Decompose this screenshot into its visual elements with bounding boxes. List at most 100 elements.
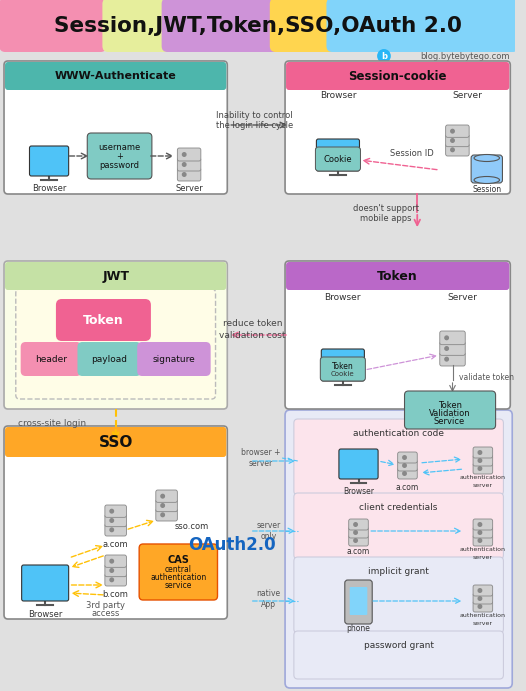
- FancyBboxPatch shape: [294, 631, 503, 679]
- Text: Server: Server: [175, 184, 203, 193]
- Circle shape: [182, 152, 187, 157]
- Text: a.com: a.com: [103, 540, 128, 549]
- FancyBboxPatch shape: [440, 331, 465, 345]
- FancyBboxPatch shape: [473, 455, 493, 466]
- FancyBboxPatch shape: [1, 0, 514, 50]
- FancyBboxPatch shape: [16, 289, 216, 399]
- Text: server: server: [473, 555, 493, 560]
- FancyBboxPatch shape: [56, 299, 151, 341]
- FancyBboxPatch shape: [349, 535, 368, 546]
- Circle shape: [444, 335, 449, 341]
- Text: Validation: Validation: [429, 408, 470, 417]
- Bar: [8, 76, 224, 87]
- Text: implicit grant: implicit grant: [368, 567, 429, 576]
- Circle shape: [353, 538, 358, 543]
- Text: Token: Token: [83, 314, 123, 327]
- Circle shape: [450, 129, 455, 133]
- Text: Browser: Browser: [28, 610, 63, 619]
- FancyBboxPatch shape: [440, 341, 465, 355]
- FancyBboxPatch shape: [446, 144, 469, 156]
- Text: CAS: CAS: [167, 555, 189, 565]
- Text: authentication: authentication: [460, 475, 506, 480]
- FancyBboxPatch shape: [105, 565, 126, 577]
- FancyBboxPatch shape: [5, 62, 226, 90]
- FancyBboxPatch shape: [105, 574, 126, 586]
- FancyBboxPatch shape: [87, 133, 152, 179]
- Text: a.com: a.com: [396, 483, 419, 492]
- FancyBboxPatch shape: [398, 460, 417, 471]
- FancyBboxPatch shape: [404, 391, 495, 429]
- FancyBboxPatch shape: [285, 410, 512, 688]
- FancyBboxPatch shape: [473, 447, 493, 458]
- FancyBboxPatch shape: [77, 342, 141, 376]
- FancyBboxPatch shape: [22, 565, 69, 601]
- Text: sso.com: sso.com: [175, 522, 209, 531]
- FancyBboxPatch shape: [177, 148, 201, 161]
- FancyBboxPatch shape: [473, 519, 493, 530]
- FancyBboxPatch shape: [327, 0, 519, 52]
- FancyBboxPatch shape: [105, 555, 126, 567]
- Bar: [8, 442, 224, 454]
- Text: Browser: Browser: [320, 91, 356, 100]
- Circle shape: [182, 162, 187, 167]
- Circle shape: [450, 138, 455, 143]
- Text: central: central: [165, 565, 192, 574]
- Text: Browser: Browser: [325, 292, 361, 301]
- FancyBboxPatch shape: [473, 535, 493, 546]
- Circle shape: [444, 357, 449, 361]
- Text: password: password: [99, 160, 139, 169]
- Text: authentication: authentication: [460, 547, 506, 552]
- Text: authentication code: authentication code: [353, 428, 444, 437]
- Text: mobile apps: mobile apps: [360, 214, 412, 223]
- FancyBboxPatch shape: [4, 426, 227, 619]
- FancyBboxPatch shape: [440, 352, 465, 366]
- FancyBboxPatch shape: [105, 514, 126, 527]
- FancyBboxPatch shape: [0, 0, 106, 52]
- Text: service: service: [165, 582, 192, 591]
- Text: server
only: server only: [256, 521, 280, 540]
- Text: Inability to control: Inability to control: [216, 111, 293, 120]
- FancyBboxPatch shape: [320, 357, 366, 381]
- Text: Session ID: Session ID: [390, 149, 433, 158]
- FancyBboxPatch shape: [29, 146, 69, 176]
- FancyBboxPatch shape: [398, 452, 417, 463]
- Ellipse shape: [474, 155, 500, 162]
- Text: 3rd party: 3rd party: [86, 600, 125, 609]
- FancyBboxPatch shape: [345, 580, 372, 624]
- Text: browser +
server: browser + server: [241, 448, 280, 468]
- FancyBboxPatch shape: [5, 427, 226, 457]
- Text: WWW-Authenticate: WWW-Authenticate: [55, 71, 177, 81]
- Circle shape: [109, 518, 114, 523]
- Circle shape: [478, 450, 482, 455]
- Circle shape: [402, 471, 407, 476]
- FancyBboxPatch shape: [156, 509, 177, 521]
- Text: Token: Token: [377, 269, 418, 283]
- Text: reduce token: reduce token: [223, 319, 282, 328]
- Text: client credentials: client credentials: [359, 502, 438, 511]
- Text: Token: Token: [332, 361, 353, 370]
- FancyBboxPatch shape: [4, 61, 227, 194]
- FancyBboxPatch shape: [177, 168, 201, 181]
- Text: Session,JWT,Token,SSO,OAuth 2.0: Session,JWT,Token,SSO,OAuth 2.0: [54, 16, 462, 36]
- Text: cross-site login: cross-site login: [18, 419, 86, 428]
- Text: payload: payload: [92, 354, 127, 363]
- FancyBboxPatch shape: [473, 593, 493, 604]
- Text: JWT: JWT: [102, 269, 129, 283]
- Text: +: +: [116, 151, 123, 160]
- FancyBboxPatch shape: [317, 139, 359, 171]
- Circle shape: [109, 568, 114, 573]
- Text: b: b: [381, 52, 387, 61]
- FancyBboxPatch shape: [161, 0, 281, 52]
- FancyBboxPatch shape: [4, 261, 227, 409]
- FancyBboxPatch shape: [349, 519, 368, 530]
- Text: server: server: [473, 621, 493, 626]
- Text: Token: Token: [438, 401, 462, 410]
- Circle shape: [478, 530, 482, 535]
- Text: Browser: Browser: [32, 184, 66, 193]
- FancyBboxPatch shape: [156, 500, 177, 511]
- FancyBboxPatch shape: [286, 62, 509, 90]
- FancyBboxPatch shape: [294, 419, 503, 495]
- Text: blog.bytebytego.com: blog.bytebytego.com: [420, 52, 509, 61]
- Circle shape: [478, 538, 482, 543]
- Text: a.com: a.com: [347, 547, 370, 556]
